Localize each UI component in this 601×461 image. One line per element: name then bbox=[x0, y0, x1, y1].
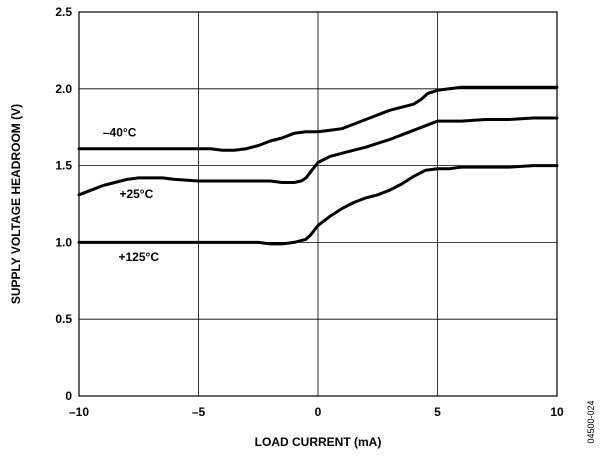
x-tick-label: –10 bbox=[69, 405, 89, 419]
x-tick-label: 10 bbox=[550, 405, 564, 419]
series-line-40c bbox=[77, 85, 559, 152]
gridlines bbox=[78, 11, 558, 397]
x-tick-label: 5 bbox=[434, 405, 441, 419]
y-axis-title: SUPPLY VOLTAGE HEADROOM (V) bbox=[9, 104, 23, 304]
y-axis-tick-labels: 0 0.5 1.0 1.5 2.0 2.5 bbox=[55, 5, 72, 403]
x-axis-tick-labels: –10 –5 0 5 10 bbox=[69, 405, 564, 419]
x-tick-label: 0 bbox=[315, 405, 322, 419]
series-line-125c bbox=[77, 164, 559, 246]
series-line-25c bbox=[77, 116, 559, 197]
plot-frame bbox=[78, 11, 558, 397]
series-label: –40°C bbox=[103, 125, 137, 139]
x-axis-title: LOAD CURRENT (mA) bbox=[255, 435, 382, 449]
series-label: +125°C bbox=[119, 250, 160, 264]
x-tick-label: –5 bbox=[192, 405, 206, 419]
y-tick-label: 1.0 bbox=[55, 235, 72, 249]
series-annotations: –40°C +25°C +125°C bbox=[103, 125, 159, 263]
y-tick-label: 0.5 bbox=[55, 312, 72, 326]
series-lines bbox=[77, 85, 559, 246]
figure-id: 04500-024 bbox=[586, 400, 596, 443]
series-label: +25°C bbox=[119, 187, 153, 201]
y-tick-label: 1.5 bbox=[55, 159, 72, 173]
y-tick-label: 0 bbox=[65, 389, 72, 403]
y-tick-label: 2.0 bbox=[55, 82, 72, 96]
y-tick-label: 2.5 bbox=[55, 5, 72, 19]
